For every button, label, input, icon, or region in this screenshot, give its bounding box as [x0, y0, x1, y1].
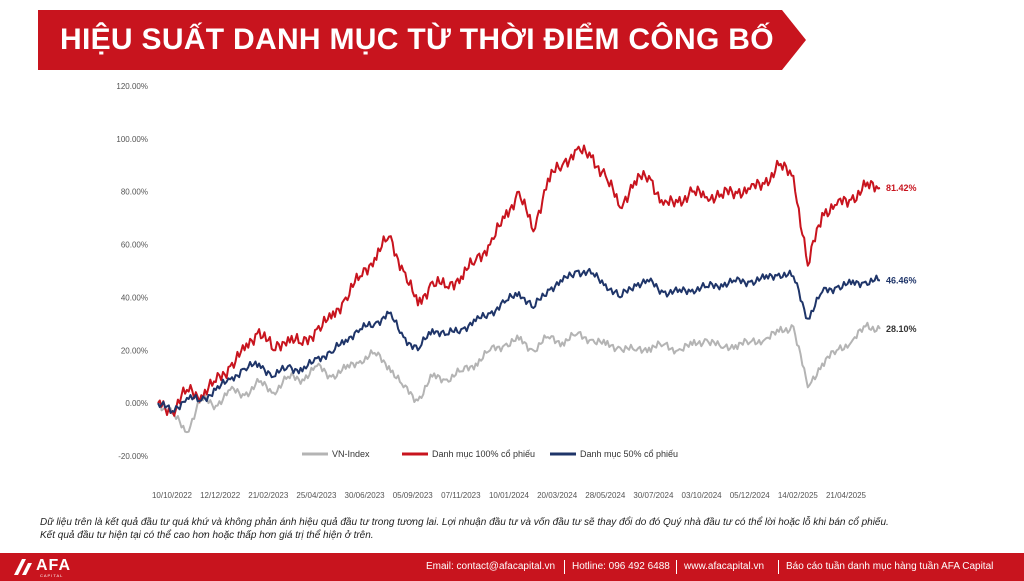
footer-report-title: Báo cáo tuần danh mục hàng tuần AFA Capi…	[786, 561, 994, 572]
logo-mark-icon	[14, 559, 32, 575]
x-tick-label: 10/01/2024	[489, 491, 530, 500]
x-tick-label: 12/12/2022	[200, 491, 241, 500]
legend-label: VN-Index	[332, 449, 370, 459]
x-tick-label: 03/10/2024	[682, 491, 723, 500]
y-tick-label: 40.00%	[121, 293, 148, 302]
x-tick-label: 05/12/2024	[730, 491, 771, 500]
footer-email[interactable]: Email: contact@afacapital.vn	[426, 561, 556, 572]
afa-logo: AFA CAPITAL	[12, 557, 82, 578]
series-end-label: 46.46%	[886, 275, 917, 285]
y-tick-label: 80.00%	[121, 188, 148, 197]
performance-chart: 120.00% 100.00% 80.00% 60.00% 40.00% 20.00% 0.…	[116, 82, 917, 500]
x-tick-label: 14/02/2025	[778, 491, 819, 500]
footer-separator	[564, 560, 565, 574]
footer-separator	[676, 560, 677, 574]
series-line-1	[157, 144, 881, 417]
series-line-2	[157, 267, 881, 414]
y-tick-label: 60.00%	[121, 241, 148, 250]
banner-shape	[38, 10, 806, 70]
logo-subtext: CAPITAL	[40, 573, 64, 578]
x-tick-label: 21/04/2025	[826, 491, 867, 500]
disclaimer-line-1: Dữ liệu trên là kết quả đầu tư quá khứ v…	[40, 517, 889, 528]
logo-text: AFA	[36, 557, 71, 574]
y-tick-label: -20.00%	[118, 452, 148, 461]
x-tick-label: 07/11/2023	[441, 491, 481, 500]
series-end-label: 81.42%	[886, 183, 917, 193]
x-tick-label: 28/05/2024	[585, 491, 626, 500]
footer-separator	[778, 560, 779, 574]
footer-hotline[interactable]: Hotline: 096 492 6488	[572, 561, 670, 572]
x-tick-label: 20/03/2024	[537, 491, 578, 500]
x-tick-label: 10/10/2022	[152, 491, 193, 500]
disclaimer-line-2: Kết quả đầu tư hiện tại có thể cao hơn h…	[40, 530, 374, 541]
legend-label: Danh mục 100% cổ phiếu	[432, 449, 535, 459]
x-tick-label: 25/04/2023	[296, 491, 337, 500]
footer-bar: AFA CAPITAL Email: contact@afacapital.vn…	[0, 553, 1024, 581]
y-tick-label: 120.00%	[116, 82, 148, 91]
series-end-label: 28.10%	[886, 324, 917, 334]
page-title: HIỆU SUẤT DANH MỤC TỪ THỜI ĐIỂM CÔNG BỐ	[60, 23, 774, 56]
x-tick-label: 05/09/2023	[393, 491, 434, 500]
y-tick-label: 20.00%	[121, 346, 148, 355]
legend-label: Danh mục 50% cổ phiếu	[580, 449, 678, 459]
series-line-0	[158, 321, 881, 434]
x-tick-label: 21/02/2023	[248, 491, 289, 500]
disclaimer: Dữ liệu trên là kết quả đầu tư quá khứ v…	[40, 516, 1000, 542]
footer-website[interactable]: www.afacapital.vn	[684, 561, 765, 572]
x-tick-label: 30/06/2023	[345, 491, 386, 500]
y-tick-label: 100.00%	[116, 135, 148, 144]
title-banner: HIỆU SUẤT DANH MỤC TỪ THỜI ĐIỂM CÔNG BỐ	[38, 10, 806, 70]
x-tick-label: 30/07/2024	[633, 491, 674, 500]
y-tick-label: 0.00%	[125, 399, 148, 408]
